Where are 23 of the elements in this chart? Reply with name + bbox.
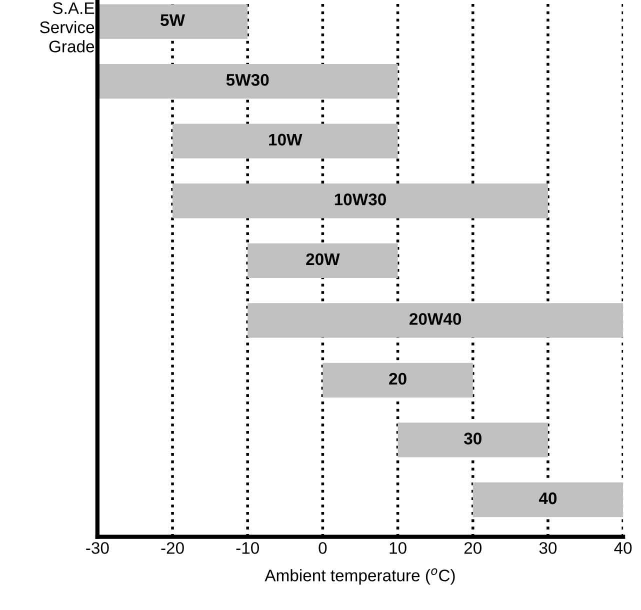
y-tick-label: 10W xyxy=(269,134,302,146)
x-tick-label: 10 xyxy=(390,542,406,554)
x-tick-label: 0 xyxy=(318,542,327,554)
y-tick-label: 5W xyxy=(160,14,186,26)
bar xyxy=(472,482,624,518)
x-tick-label: 20 xyxy=(464,542,482,554)
bar xyxy=(322,362,473,398)
bar xyxy=(398,422,548,458)
bar xyxy=(172,124,398,158)
x-tick-label: -20 xyxy=(161,542,184,554)
x-tick-label: -30 xyxy=(86,542,109,554)
x-tick-label: -10 xyxy=(236,542,260,554)
bar xyxy=(248,243,398,278)
y-tick-label: 20W40 xyxy=(410,313,462,325)
y-tick-label: 20W xyxy=(306,253,340,266)
x-tick-label: 40 xyxy=(614,542,632,554)
y-tick-label: 10W30 xyxy=(334,194,386,206)
y-tick-label: 5W30 xyxy=(226,74,269,86)
y-axis-title: S.A.E Service Grade xyxy=(40,2,94,52)
x-tick-label: 30 xyxy=(539,542,557,554)
bar xyxy=(248,303,624,338)
x-axis-title: Ambient temperature ($^{o}$C) xyxy=(264,568,455,585)
bar xyxy=(172,184,548,218)
